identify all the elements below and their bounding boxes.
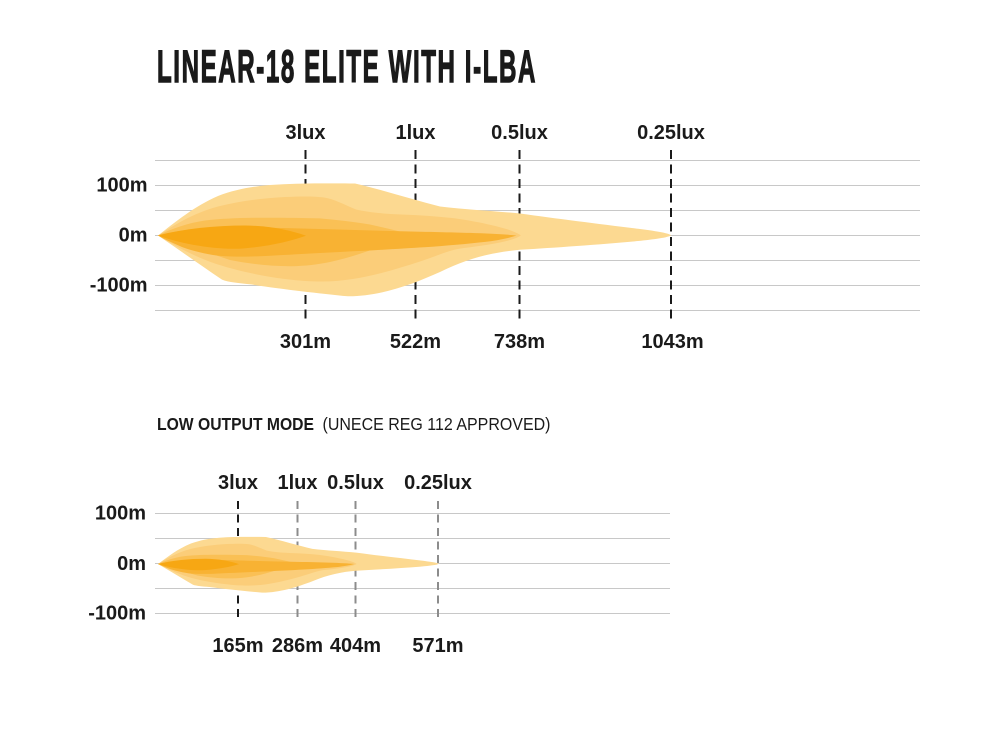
svg-text:100m: 100m (96, 175, 147, 197)
svg-text:1043m: 1043m (641, 331, 703, 353)
svg-text:0.5lux: 0.5lux (327, 472, 384, 494)
svg-text:100m: 100m (95, 503, 146, 525)
svg-text:3lux: 3lux (285, 122, 325, 144)
svg-text:(UNECE REG 112 APPROVED): (UNECE REG 112 APPROVED) (323, 414, 551, 434)
svg-text:286m: 286m (272, 635, 323, 657)
svg-text:0.25lux: 0.25lux (404, 472, 472, 494)
svg-text:-100m: -100m (88, 603, 146, 625)
svg-text:LINEAR-18 ELITE WITH I-LBA: LINEAR-18 ELITE WITH I-LBA (157, 41, 537, 92)
svg-text:571m: 571m (412, 635, 463, 657)
svg-text:1lux: 1lux (395, 122, 435, 144)
svg-text:-100m: -100m (90, 275, 148, 297)
svg-text:0.25lux: 0.25lux (637, 122, 705, 144)
svg-text:0.5lux: 0.5lux (491, 122, 548, 144)
svg-text:301m: 301m (280, 331, 331, 353)
svg-text:404m: 404m (330, 635, 381, 657)
svg-text:0m: 0m (117, 553, 146, 575)
svg-text:522m: 522m (390, 331, 441, 353)
svg-text:LOW OUTPUT MODE: LOW OUTPUT MODE (157, 414, 314, 434)
svg-text:0m: 0m (119, 225, 148, 247)
svg-text:165m: 165m (212, 635, 263, 657)
svg-text:1lux: 1lux (277, 472, 317, 494)
svg-text:738m: 738m (494, 331, 545, 353)
svg-text:3lux: 3lux (218, 472, 258, 494)
